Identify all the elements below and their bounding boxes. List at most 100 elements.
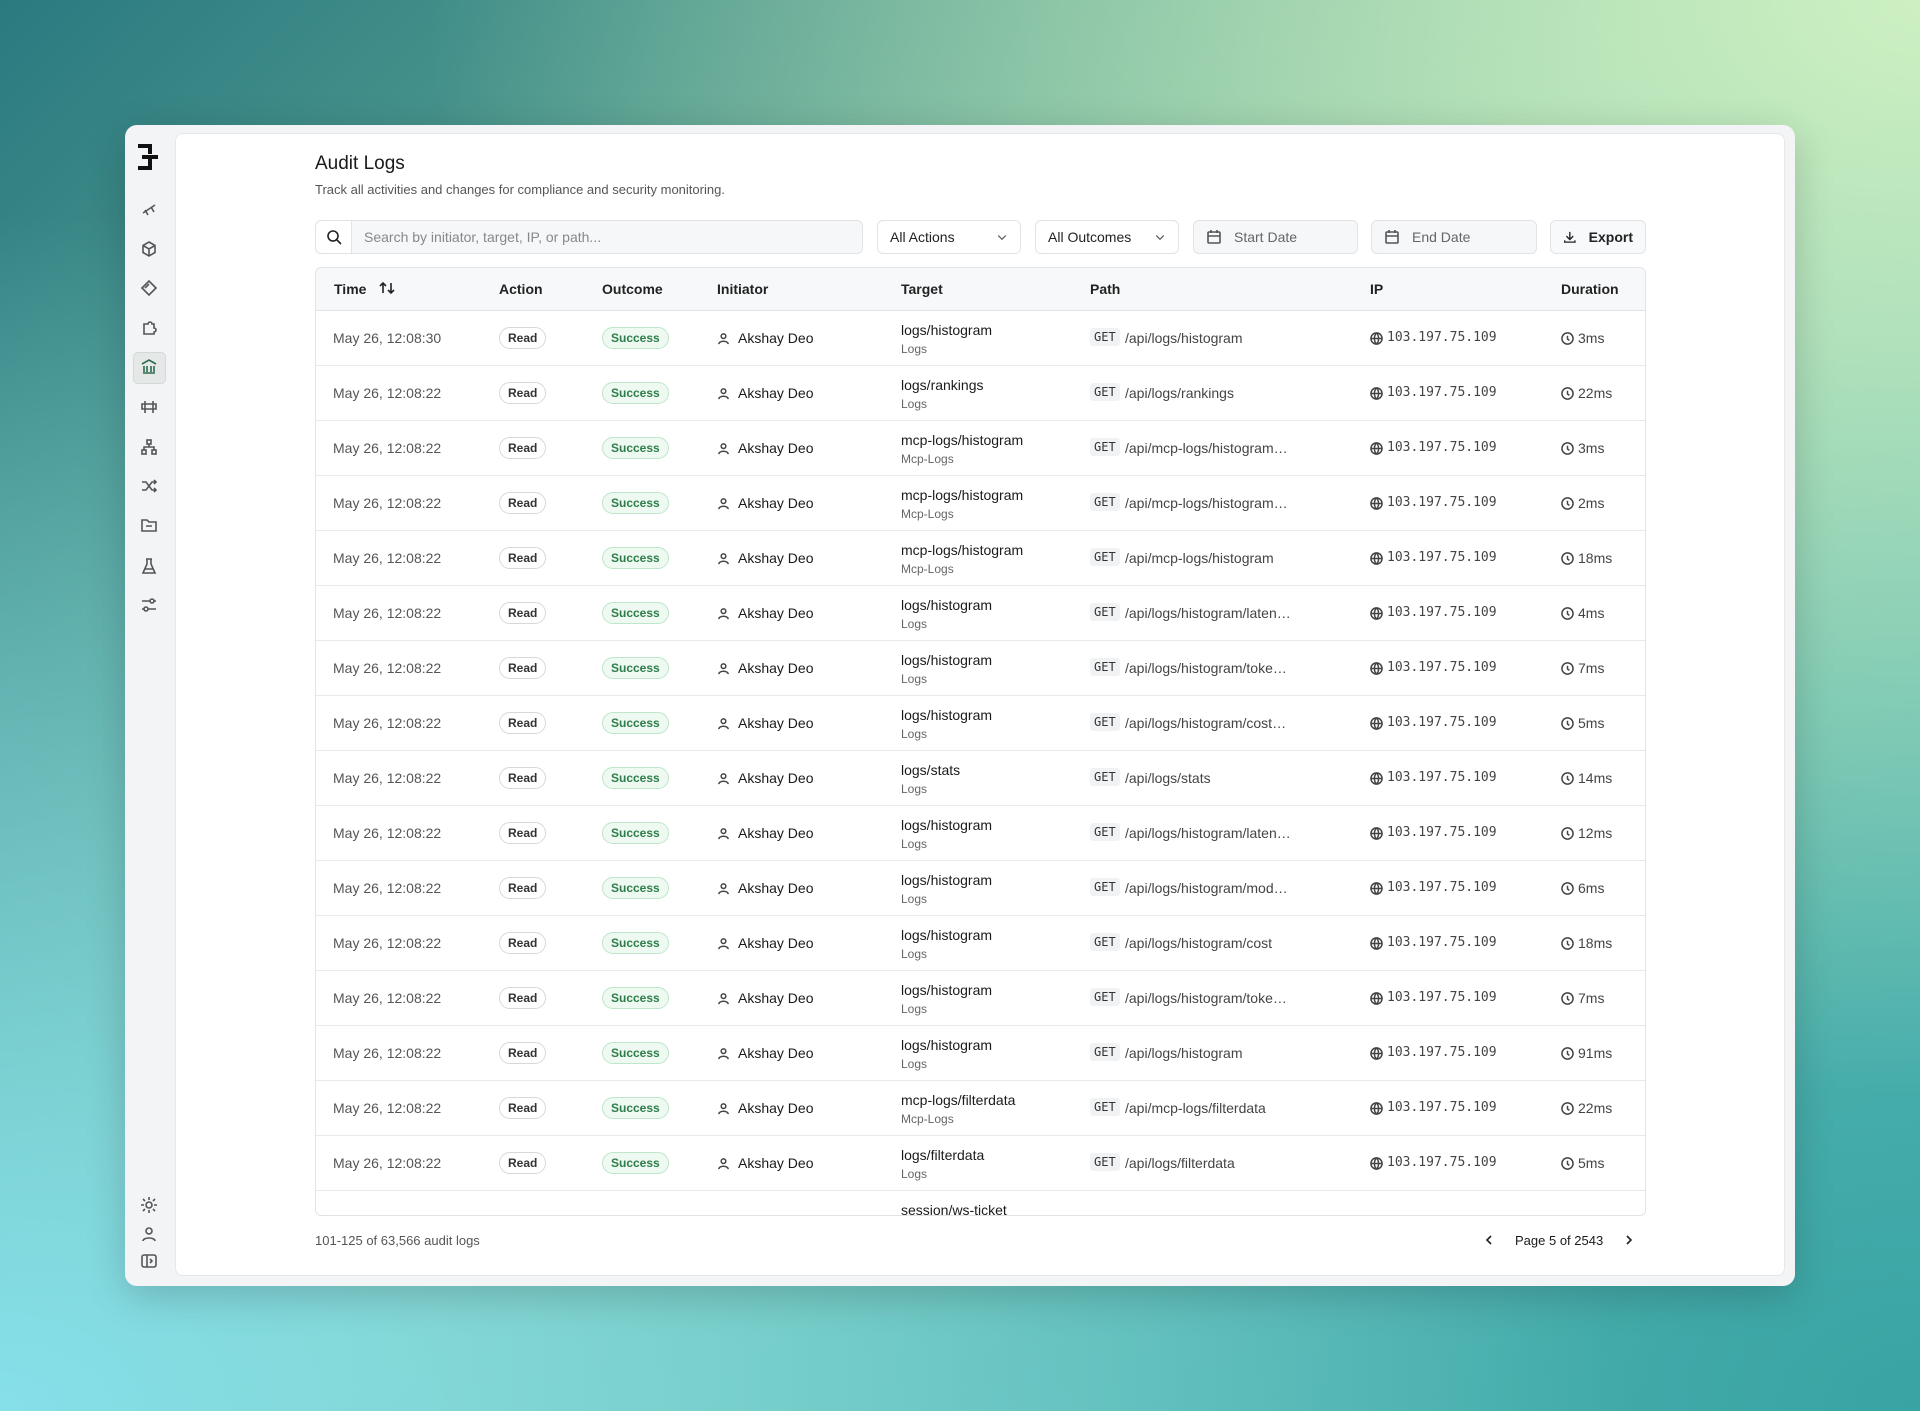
user-icon [718,938,729,950]
results-summary: 101-125 of 63,566 audit logs [315,1233,480,1248]
clock-icon-path [1561,992,1574,1005]
user-icon-path [718,498,729,510]
duration: 22ms [1578,1100,1613,1116]
globe-icon [1370,332,1383,345]
outcomes-select[interactable]: All Outcomes [1035,220,1179,254]
table-header: Time Action Outcome Initiator Target Path IP Du… [316,268,1645,311]
action-badge: Read [499,822,547,844]
target: session/ws-ticket [901,1202,1007,1216]
method-badge: GET [1090,1043,1120,1061]
nav-icon[interactable] [140,398,158,416]
time: May 26, 12:08:22 [333,990,442,1006]
profile-icon[interactable] [140,1225,158,1243]
ip: 103.197.75.109 [1387,935,1497,950]
action-badge: Read [499,767,547,789]
method-badge: GET [1090,878,1120,896]
globe-icon [1370,937,1383,950]
globe-icon-path [1370,827,1383,840]
user-icon-path [718,773,729,785]
nav-icon[interactable] [140,516,158,534]
path: /api/logs/histogram/mod… [1125,880,1288,896]
target: logs/rankings [901,377,984,393]
table-row: May 26, 12:08:22 Read Success Akshay Deo mcp… [316,531,1645,586]
column-header: Initiator [717,281,769,297]
start-date[interactable]: Start Date [1193,220,1358,254]
clock-icon [1561,827,1574,840]
method-badge: GET [1090,1153,1120,1171]
collapse-icon[interactable] [140,1252,158,1270]
ip: 103.197.75.109 [1387,660,1497,675]
initiator: Akshay Deo [738,935,814,951]
initiator: Akshay Deo [738,990,814,1006]
initiator: Akshay Deo [738,495,814,511]
user-icon-path [718,718,729,730]
user-icon-path [718,883,729,895]
user-icon [718,388,729,400]
clock-icon-path [1561,662,1574,675]
user-icon [718,1103,729,1115]
target-group: Mcp-Logs [901,507,954,521]
target-group: Mcp-Logs [901,1112,954,1126]
method-badge: GET [1090,603,1120,621]
user-icon [718,773,729,785]
export-button[interactable]: Export [1550,220,1646,254]
clock-icon [1561,387,1574,400]
search-box[interactable]: Search by initiator, target, IP, or path… [315,220,863,254]
duration: 5ms [1578,1155,1605,1171]
time: May 26, 12:08:22 [333,770,442,786]
nav-icon[interactable] [140,438,158,456]
time: May 26, 12:08:22 [333,1045,442,1061]
globe-icon-path [1370,1157,1383,1170]
column-header: Action [499,281,543,297]
table-row: May 26, 12:08:22 Read Success Akshay Deo log… [316,696,1645,751]
column-header: Outcome [602,281,663,297]
sort-icon[interactable] [379,280,395,296]
clock-icon [1561,882,1574,895]
path: /api/logs/filterdata [1125,1155,1235,1171]
outcome-badge: Success [602,767,669,789]
target-group: Logs [901,1002,928,1016]
theme-icon[interactable] [140,1196,158,1214]
nav-icon[interactable] [140,200,158,218]
target-group: Mcp-Logs [901,562,954,576]
actions-select[interactable]: All Actions [877,220,1021,254]
user-icon [718,608,729,620]
initiator: Akshay Deo [738,385,814,401]
initiator: Akshay Deo [738,550,814,566]
table-row: May 26, 12:08:22 Read Success Akshay Deo log… [316,366,1645,421]
end-date[interactable]: End Date [1371,220,1537,254]
user-icon [718,443,729,455]
search-placeholder: Search by initiator, target, IP, or path… [364,229,602,245]
nav-icon[interactable] [140,358,158,376]
table-row: May 26, 12:08:22 Read Success Akshay Deo log… [316,971,1645,1026]
path: /api/logs/histogram/toke… [1125,990,1287,1006]
target: logs/histogram [901,872,993,888]
globe-icon [1370,1047,1383,1060]
next-page[interactable] [1623,1234,1635,1246]
target: logs/histogram [901,1037,993,1053]
target-group: Logs [901,397,928,411]
action-badge: Read [499,327,547,349]
path: /api/logs/stats [1125,770,1211,786]
target: logs/histogram [901,707,993,723]
target-group: Logs [901,727,928,741]
target: mcp-logs/histogram [901,432,1024,448]
column-header: Path [1090,281,1121,297]
outcome-badge: Success [602,1152,669,1174]
nav-icon[interactable] [140,279,158,297]
nav-icon[interactable] [140,596,158,614]
user-icon-path [718,553,729,565]
nav-icon[interactable] [140,319,158,337]
globe-icon-path [1370,772,1383,785]
globe-icon [1370,442,1383,455]
user-icon-path [718,1158,729,1170]
nav-icon[interactable] [140,240,158,258]
time: May 26, 12:08:22 [333,1100,442,1116]
prev-page[interactable] [1483,1234,1495,1246]
initiator: Akshay Deo [738,1100,814,1116]
clock-icon-path [1561,387,1574,400]
globe-icon [1370,607,1383,620]
nav-icon[interactable] [140,477,158,495]
nav-icon[interactable] [140,557,158,575]
